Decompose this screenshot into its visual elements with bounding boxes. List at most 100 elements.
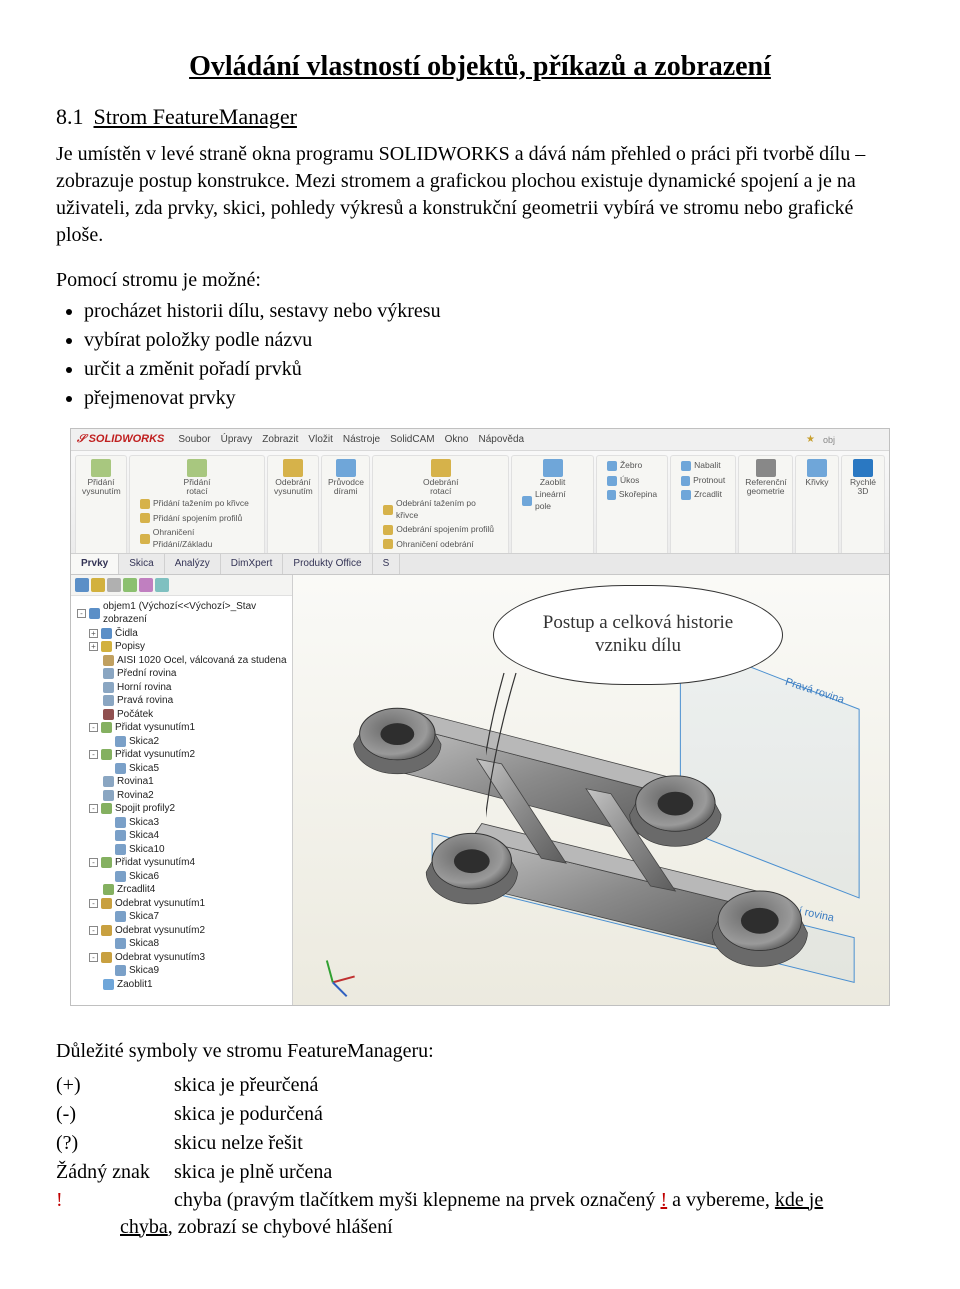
ribbon-sub-item[interactable]: Odebrání tažením po křivce (379, 497, 502, 522)
graphics-viewport[interactable]: Postup a celková historie vzniku dílu (293, 575, 889, 1005)
tree-expand-icon[interactable]: - (89, 723, 98, 732)
tree-node[interactable]: -Přidat vysunutím2 (75, 748, 288, 762)
tree-node[interactable]: -Přidat vysunutím4 (75, 856, 288, 870)
tree-node[interactable]: Rovina2 (75, 789, 288, 803)
ribbon-group[interactable]: PřidánírotacíPřidání tažením po křivcePř… (129, 455, 265, 553)
ribbon-group[interactable]: ZaoblitLineární pole (511, 455, 594, 553)
command-tab[interactable]: Produkty Office (283, 554, 372, 574)
sidebar-tab-icon[interactable] (107, 578, 121, 592)
command-tab[interactable]: Analýzy (165, 554, 221, 574)
tree-node[interactable]: Zrcadlit4 (75, 883, 288, 897)
menu-item[interactable]: Zobrazit (262, 433, 298, 447)
menu-item[interactable]: SolidCAM (390, 433, 434, 447)
ribbon-sub-item[interactable]: Ohraničení Přidání/Základu (136, 526, 258, 551)
ribbon-sub-item[interactable]: Přidání tažením po křivce (136, 497, 258, 510)
ribbon-sub-label: Lineární pole (535, 489, 583, 512)
tree-node[interactable]: Skica4 (75, 829, 288, 843)
ribbon-icon (853, 459, 873, 477)
tree-node[interactable]: Horní rovina (75, 681, 288, 695)
tree-node[interactable]: AISI 1020 Ocel, válcovaná za studena (75, 654, 288, 668)
ribbon-sub-label: Odebrání spojením profilů (396, 524, 494, 535)
ribbon-sub-item[interactable]: Přidání spojením profilů (136, 512, 258, 525)
sidebar-tab-icon[interactable] (139, 578, 153, 592)
ribbon-group[interactable]: Průvodcedírami (321, 455, 370, 553)
tree-node[interactable]: Skica7 (75, 910, 288, 924)
tree-node[interactable]: -Odebrat vysunutím3 (75, 951, 288, 965)
tree-node[interactable]: +Popisy (75, 640, 288, 654)
tree-node[interactable]: Skica5 (75, 762, 288, 776)
ribbon-sub-item[interactable]: Úkos (603, 474, 661, 487)
tree-node-label: objem1 (Výchozí<<Výchozí>_Stav zobrazení (103, 600, 288, 627)
tree-expand-icon[interactable]: - (89, 926, 98, 935)
tree-node[interactable]: -Odebrat vysunutím1 (75, 897, 288, 911)
sidebar-tab-icon[interactable] (91, 578, 105, 592)
tree-node[interactable]: +Čidla (75, 627, 288, 641)
ribbon-group[interactable]: Referenčnígeometrie (738, 455, 793, 553)
ribbon-group[interactable]: Odebránívysunutím (267, 455, 319, 553)
menu-item[interactable]: Nápověda (479, 433, 525, 447)
ribbon-sub-item[interactable]: Ohraničení odebrání (379, 538, 502, 551)
command-tab[interactable]: Skica (119, 554, 164, 574)
menu-item[interactable]: Okno (445, 433, 469, 447)
tree-node[interactable]: - objem1 (Výchozí<<Výchozí>_Stav zobrazen… (75, 600, 288, 627)
tree-expand-icon[interactable]: - (89, 750, 98, 759)
symbol-value: skica je podurčená (174, 1100, 338, 1129)
tree-node[interactable]: Rovina1 (75, 775, 288, 789)
feature-manager-sidebar: - objem1 (Výchozí<<Výchozí>_Stav zobrazen… (71, 575, 293, 1005)
command-tab[interactable]: S (373, 554, 401, 574)
menu-item[interactable]: Úpravy (221, 433, 253, 447)
ribbon-sub-item[interactable]: Nabalit (677, 459, 729, 472)
menu-item[interactable]: Nástroje (343, 433, 380, 447)
tree-node[interactable]: -Spojit profily2 (75, 802, 288, 816)
sidebar-tab-icon[interactable] (75, 578, 89, 592)
tree-node[interactable]: Skica9 (75, 964, 288, 978)
tree-expand-icon[interactable]: + (89, 629, 98, 638)
tree-node[interactable]: Skica10 (75, 843, 288, 857)
tree-expand-icon[interactable]: - (89, 899, 98, 908)
command-tab[interactable]: Prvky (71, 554, 119, 574)
ribbon-group[interactable]: Nabalit ProtnoutZrcadlit (670, 455, 736, 553)
ribbon-sub-item[interactable]: Lineární pole (518, 488, 587, 513)
ribbon-sub-item[interactable]: Odebrání spojením profilů (379, 523, 502, 536)
tree-node[interactable]: -Odebrat vysunutím2 (75, 924, 288, 938)
tree-node-icon (103, 790, 114, 801)
tree-node-icon (115, 830, 126, 841)
ribbon-group[interactable]: Žebro ÚkosSkořepina (596, 455, 668, 553)
tree-node[interactable]: Skica8 (75, 937, 288, 951)
ribbon-group[interactable]: Rychlé3D (841, 455, 885, 553)
sidebar-tab-icon[interactable] (123, 578, 137, 592)
tree-node[interactable]: Skica6 (75, 870, 288, 884)
ribbon-sub-item[interactable]: Protnout (677, 474, 729, 487)
sidebar-tab-icon[interactable] (155, 578, 169, 592)
error-text-1d: kde je (775, 1189, 823, 1211)
tree-expand-icon[interactable]: - (89, 953, 98, 962)
menu-item[interactable]: Vložit (308, 433, 332, 447)
error-text-2a: chyba (120, 1216, 168, 1238)
feature-tree[interactable]: - objem1 (Výchozí<<Výchozí>_Stav zobrazen… (71, 596, 292, 996)
ribbon-sub-icon (140, 534, 150, 544)
tree-node-icon (115, 938, 126, 949)
ribbon-sub-item[interactable]: Žebro (603, 459, 661, 472)
command-tab[interactable]: DimXpert (221, 554, 284, 574)
ribbon-sub-item[interactable]: Skořepina (603, 488, 661, 501)
ribbon-group[interactable]: OdebránírotacíOdebrání tažením po křivce… (372, 455, 509, 553)
tree-node[interactable]: Zaoblit1 (75, 978, 288, 992)
tree-expand-icon[interactable]: - (89, 858, 98, 867)
menu-star-icon[interactable]: ★ (806, 433, 815, 447)
callout-bubble: Postup a celková historie vzniku dílu (493, 585, 783, 685)
tree-node[interactable]: Přední rovina (75, 667, 288, 681)
tree-expand-icon[interactable]: - (89, 804, 98, 813)
tree-node[interactable]: -Přidat vysunutím1 (75, 721, 288, 735)
ribbon-group[interactable]: Přidánívysunutím (75, 455, 127, 553)
tree-node[interactable]: Skica3 (75, 816, 288, 830)
tree-node[interactable]: Skica2 (75, 735, 288, 749)
tree-node[interactable]: Počátek (75, 708, 288, 722)
ribbon-sub-label: Ohraničení Přidání/Základu (153, 527, 254, 550)
tree-expand-icon[interactable]: + (89, 642, 98, 651)
tree-node-label: Zrcadlit4 (117, 883, 155, 897)
tree-expand-icon[interactable]: - (77, 609, 86, 618)
ribbon-sub-item[interactable]: Zrcadlit (677, 488, 729, 501)
tree-node[interactable]: Pravá rovina (75, 694, 288, 708)
menu-item[interactable]: Soubor (178, 433, 210, 447)
ribbon-group[interactable]: Křivky (795, 455, 839, 553)
